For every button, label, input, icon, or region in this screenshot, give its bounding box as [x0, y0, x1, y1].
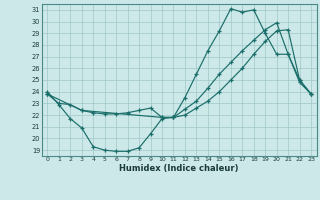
- X-axis label: Humidex (Indice chaleur): Humidex (Indice chaleur): [119, 164, 239, 173]
